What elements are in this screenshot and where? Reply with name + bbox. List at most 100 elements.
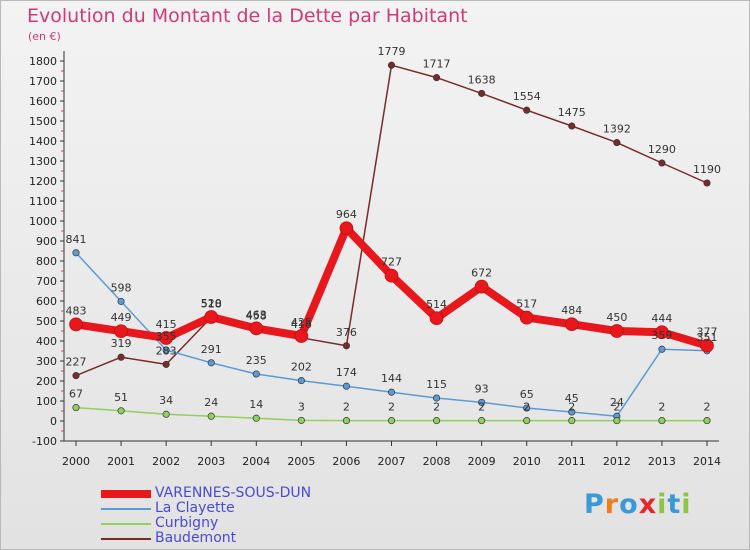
data-point [433, 417, 441, 425]
data-point [339, 221, 354, 236]
data-label: 14 [249, 398, 263, 411]
data-label: 415 [156, 318, 177, 331]
data-point [433, 74, 441, 82]
data-label: 93 [475, 382, 489, 395]
data-point [342, 342, 350, 350]
series-curbigny [72, 404, 711, 425]
data-point [613, 417, 621, 425]
data-label: 283 [156, 344, 177, 357]
y-tick-label: 600 [36, 295, 57, 308]
data-label: 1779 [378, 45, 406, 58]
x-tick-label: 2000 [62, 455, 90, 468]
y-tick-label: 1500 [29, 115, 57, 128]
data-point [658, 417, 666, 425]
x-tick-label: 2003 [197, 455, 225, 468]
data-label: 2 [704, 401, 711, 414]
data-label: 598 [111, 281, 132, 294]
y-tick-label: 300 [36, 355, 57, 368]
data-point [162, 410, 170, 418]
data-point [429, 311, 444, 326]
data-point [207, 412, 215, 420]
y-tick-label: 100 [36, 395, 57, 408]
data-label: 1717 [423, 58, 451, 71]
y-tick-label: 1100 [29, 195, 57, 208]
data-point [117, 353, 125, 361]
x-tick-label: 2007 [378, 455, 406, 468]
data-label: 51 [114, 391, 128, 404]
data-label: 355 [156, 330, 177, 343]
data-point [387, 417, 396, 425]
data-label: 351 [697, 331, 718, 344]
data-point [433, 394, 441, 402]
data-point [700, 338, 714, 353]
data-point [159, 331, 173, 345]
data-label: 484 [561, 304, 582, 317]
x-tick-label: 2004 [242, 455, 270, 468]
data-point [703, 179, 711, 187]
data-label: 483 [66, 304, 87, 317]
legend-swatch-varennes [101, 490, 151, 498]
logo-letter: r [604, 489, 620, 520]
data-label: 1290 [648, 143, 676, 156]
data-point [564, 317, 579, 332]
data-point [342, 382, 350, 390]
data-point [384, 268, 399, 283]
data-point [478, 89, 486, 97]
y-tick-label: 1200 [29, 175, 57, 188]
data-label: 174 [336, 366, 357, 379]
data-point [523, 417, 531, 425]
data-point [72, 404, 80, 412]
data-label: 227 [66, 356, 87, 369]
data-point [568, 408, 576, 416]
data-label: 319 [111, 337, 132, 350]
data-point [703, 417, 711, 425]
data-label: 450 [606, 311, 627, 324]
data-label: 376 [336, 326, 357, 339]
logo-letter: P [584, 489, 605, 520]
data-point [474, 279, 489, 294]
y-tick-label: 1000 [29, 215, 57, 228]
legend-label: Baudemont [155, 530, 237, 546]
logo-letter: t [667, 489, 682, 520]
logo-letter: x [638, 489, 658, 520]
data-label: 24 [610, 396, 624, 409]
data-point [523, 106, 531, 114]
y-tick-label: 1300 [29, 155, 57, 168]
data-label: 425 [291, 316, 312, 329]
data-label: 291 [201, 343, 222, 356]
data-point [342, 417, 350, 425]
data-point [252, 414, 260, 422]
logo-letter: o [619, 489, 639, 520]
data-label: 2 [613, 401, 620, 414]
data-point [249, 321, 264, 336]
series-layer [69, 61, 714, 425]
y-tick-label: 0 [50, 415, 57, 428]
legend-swatch-baudemont [101, 538, 151, 540]
data-label: 517 [516, 298, 537, 311]
logo-letter: i [657, 489, 668, 520]
data-point [117, 297, 125, 305]
data-label: 65 [520, 388, 534, 401]
data-label: 34 [159, 394, 173, 407]
data-label: 1392 [603, 123, 631, 136]
data-label: 1190 [693, 163, 721, 176]
data-point [387, 388, 396, 396]
x-tick-label: 2011 [558, 455, 586, 468]
data-label: 115 [426, 378, 447, 391]
y-tick-label: 400 [36, 335, 57, 348]
data-point [519, 310, 534, 325]
x-tick-label: 2008 [423, 455, 451, 468]
y-tick-label: 700 [36, 275, 57, 288]
data-point [252, 370, 260, 378]
data-label: 2 [658, 401, 665, 414]
x-tick-label: 2014 [693, 455, 721, 468]
data-point [478, 417, 486, 425]
data-point [658, 159, 666, 167]
data-label: 1475 [558, 106, 586, 119]
data-point [387, 61, 396, 69]
data-point [613, 139, 621, 147]
y-tick-label: 500 [36, 315, 57, 328]
